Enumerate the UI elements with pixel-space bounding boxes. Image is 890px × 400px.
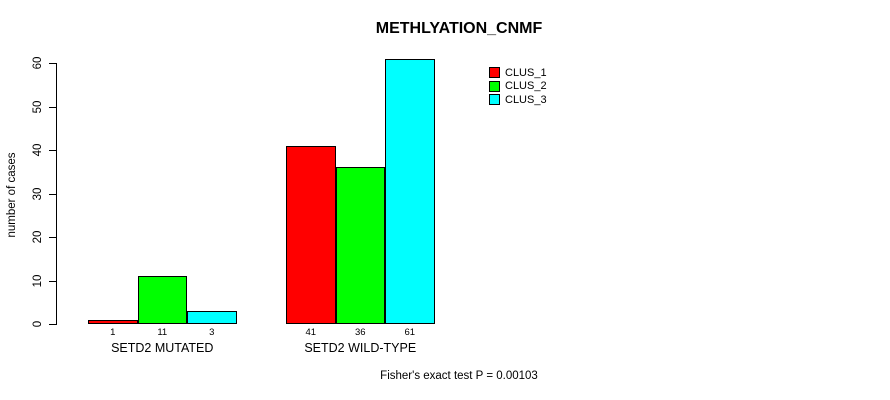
y-axis-tick-label: 10 <box>32 274 44 287</box>
bar-clus_1-group2 <box>286 146 336 324</box>
bar-value-label: 61 <box>404 327 416 338</box>
y-axis-line <box>56 63 57 325</box>
bar-clus_1-group1 <box>88 320 138 324</box>
y-axis-tick-label: 60 <box>32 56 44 70</box>
annotation-text: Fisher's exact test P = 0.00103 <box>380 370 538 382</box>
legend-item: CLUS_2 <box>489 80 547 94</box>
bar-value-label: 36 <box>354 327 366 338</box>
legend-label: CLUS_3 <box>505 93 547 106</box>
legend-swatch-clus_3 <box>489 94 500 106</box>
bar-clus_3-group1 <box>187 311 237 324</box>
y-axis-tick <box>49 237 56 238</box>
category-label: SETD2 MUTATED <box>111 341 214 355</box>
y-axis-tick-label: 30 <box>32 187 44 200</box>
y-axis-tick <box>49 280 56 282</box>
bar-value-label: 1 <box>110 327 116 338</box>
legend-label: CLUS_2 <box>505 80 547 93</box>
legend-label: CLUS_1 <box>505 66 547 79</box>
bar-value-label: 11 <box>157 327 168 338</box>
y-axis-tick <box>49 324 56 325</box>
y-axis-tick-label: 40 <box>32 143 44 157</box>
y-axis-label: number of cases <box>6 152 18 238</box>
bar-clus_2-group2 <box>335 167 385 324</box>
y-axis-tick <box>49 193 56 195</box>
legend-item: CLUS_3 <box>489 93 547 107</box>
legend-swatch-clus_2 <box>489 80 500 92</box>
y-axis-tick-label: 20 <box>32 230 44 244</box>
bar-value-label: 3 <box>209 327 215 338</box>
category-label: SETD2 WILD-TYPE <box>304 341 417 355</box>
chart-title: METHLYATION_CNMF <box>375 20 543 37</box>
y-axis-tick-label: 50 <box>32 100 44 113</box>
y-axis-tick <box>49 63 56 64</box>
y-axis-tick <box>49 150 56 151</box>
y-axis-tick-label: 0 <box>32 320 44 328</box>
bar-clus_2-group1 <box>137 276 187 324</box>
legend: CLUS_1 CLUS_2 CLUS_3 <box>489 66 547 107</box>
bar-clus_3-group2 <box>385 59 435 324</box>
bar-value-label: 41 <box>305 327 317 338</box>
legend-swatch-clus_1 <box>489 67 500 79</box>
y-axis-tick <box>49 106 56 108</box>
legend-item: CLUS_1 <box>489 66 547 80</box>
